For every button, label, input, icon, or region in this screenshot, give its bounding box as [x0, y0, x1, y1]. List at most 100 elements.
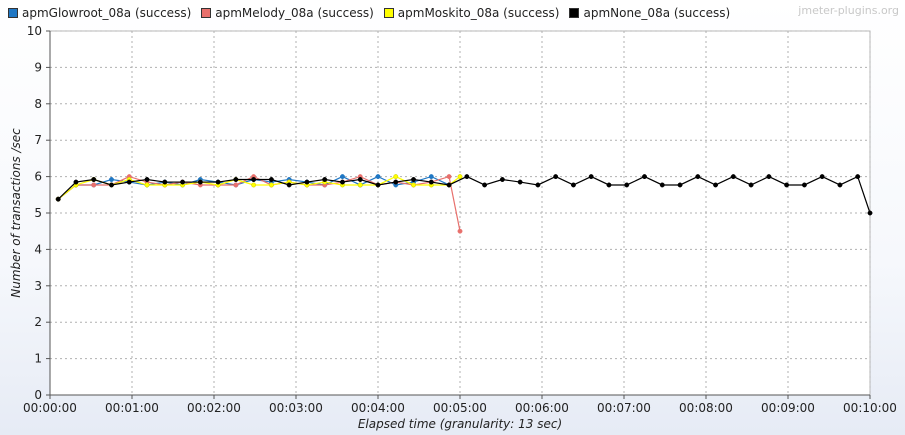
x-tick-label: 00:07:00: [597, 401, 651, 415]
data-point: [233, 182, 239, 188]
y-tick-label: 0: [34, 388, 42, 402]
legend-swatch: [8, 8, 18, 18]
data-point: [446, 182, 452, 188]
y-tick-label: 6: [34, 170, 42, 184]
data-point: [393, 179, 399, 185]
data-point: [91, 177, 97, 182]
data-point: [357, 177, 363, 182]
legend-label: apmGlowroot_08a (success): [22, 6, 192, 20]
data-point: [268, 182, 274, 188]
x-tick-label: 00:02:00: [187, 401, 241, 415]
data-point: [606, 182, 612, 188]
x-tick-label: 00:10:00: [843, 401, 897, 415]
series-line-1: [57, 175, 461, 232]
x-tick-label: 00:00:00: [23, 401, 77, 415]
x-tick-label: 00:08:00: [679, 401, 733, 415]
watermark: jmeter-plugins.org: [798, 4, 899, 17]
legend-item-0: apmGlowroot_08a (success): [8, 6, 191, 20]
data-point: [268, 177, 274, 182]
data-point: [624, 182, 630, 188]
data-point: [304, 179, 310, 185]
x-tick-label: 00:05:00: [433, 401, 487, 415]
data-point: [375, 174, 381, 180]
y-tick-label: 2: [34, 315, 42, 329]
data-point: [340, 179, 345, 185]
data-point: [73, 179, 79, 185]
data-point: [499, 177, 505, 182]
data-point: [659, 182, 665, 188]
data-point: [109, 182, 114, 188]
data-point: [482, 182, 488, 188]
y-tick-label: 5: [34, 206, 42, 220]
data-point: [357, 182, 363, 188]
data-point: [411, 182, 416, 188]
x-tick-label: 00:09:00: [761, 401, 815, 415]
data-point: [570, 182, 576, 188]
data-point: [91, 182, 97, 188]
data-point: [144, 182, 150, 188]
data-point: [144, 177, 150, 182]
data-point: [677, 182, 683, 188]
data-point: [215, 179, 221, 185]
data-point: [642, 174, 647, 180]
data-point: [837, 182, 843, 188]
data-point: [55, 196, 61, 202]
x-tick-label: 00:06:00: [515, 401, 569, 415]
x-tick-label: 00:04:00: [351, 401, 405, 415]
legend-label: apmNone_08a (success): [583, 6, 731, 20]
data-point: [180, 179, 186, 185]
data-point: [457, 228, 463, 234]
data-point: [535, 182, 541, 188]
legend-swatch: [569, 8, 580, 18]
x-tick-label: 00:03:00: [269, 401, 323, 415]
legend-item-2: apmMoskito_08a (success): [383, 6, 560, 20]
legend-label: apmMelody_08a (success): [215, 6, 374, 20]
y-tick-label: 1: [34, 352, 42, 366]
data-point: [197, 179, 203, 185]
data-point: [766, 174, 772, 180]
y-tick-label: 3: [34, 279, 42, 293]
data-point: [784, 182, 790, 188]
data-point: [588, 174, 594, 180]
legend-swatch: [201, 8, 212, 18]
data-point: [553, 174, 559, 180]
x-axis-title: Elapsed time (granularity: 13 sec): [358, 417, 562, 431]
x-tick-label: 00:01:00: [105, 401, 159, 415]
y-tick-label: 4: [34, 242, 42, 256]
data-point: [457, 174, 463, 180]
data-point: [464, 174, 470, 180]
data-point: [126, 179, 132, 185]
data-point: [393, 174, 399, 180]
legend-item-3: apmNone_08a (success): [569, 6, 730, 20]
data-point: [162, 179, 168, 185]
data-point: [251, 177, 257, 182]
data-point: [801, 182, 807, 188]
y-axis-title: Number of transactions /sec: [9, 128, 23, 298]
data-point: [251, 182, 257, 188]
legend-swatch: [383, 8, 394, 18]
data-point: [855, 174, 861, 180]
series-line-2: [57, 175, 461, 200]
data-point: [517, 179, 523, 185]
data-point: [411, 177, 416, 182]
legend-label: apmMoskito_08a (success): [397, 6, 560, 20]
data-point: [286, 182, 292, 188]
data-point: [748, 182, 754, 188]
data-point: [322, 177, 328, 182]
data-point: [233, 177, 239, 182]
y-tick-label: 9: [34, 60, 42, 74]
data-point: [819, 174, 825, 180]
data-point: [109, 177, 114, 182]
data-point: [695, 174, 701, 180]
data-point: [375, 182, 381, 188]
y-tick-label: 7: [34, 133, 42, 147]
data-point: [867, 210, 873, 216]
data-point: [713, 182, 719, 188]
data-point: [730, 174, 736, 180]
y-tick-label: 8: [34, 97, 42, 111]
legend-item-1: apmMelody_08a (success): [201, 6, 374, 20]
data-point: [446, 174, 452, 180]
data-point: [428, 179, 434, 185]
data-point: [340, 174, 345, 180]
